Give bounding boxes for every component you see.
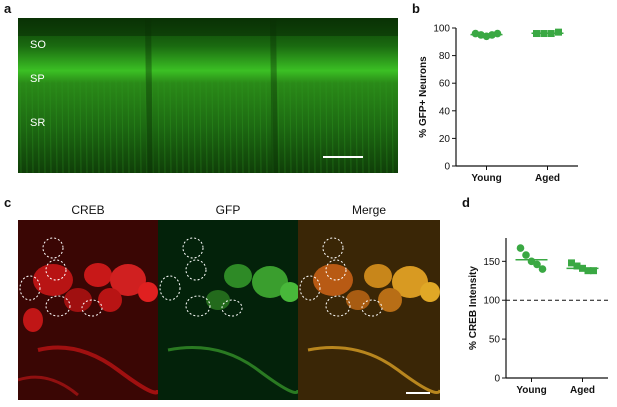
chart-d-y-tick-label: 50 xyxy=(489,335,501,346)
chart-d-point-aged xyxy=(568,259,575,267)
chart-b-point-young xyxy=(493,29,502,38)
chart-d-point-young xyxy=(516,244,525,252)
chart-creb-intensity: 0 50 100 150 Young Aged % CREB Intensity xyxy=(468,238,608,396)
chart-b-y-axis-label: % GFP+ Neurons xyxy=(418,56,429,138)
chart-d-y-tick-label: 100 xyxy=(483,296,500,307)
gfp-channel-image xyxy=(158,220,298,400)
chart-b-x-tick-label: Young xyxy=(471,173,501,184)
chart-b-y-tick-label: 100 xyxy=(433,24,450,35)
chart-d-x-tick-label: Young xyxy=(516,385,546,396)
chart-d-point-young xyxy=(522,251,530,259)
scale-bar-a xyxy=(323,156,363,158)
chart-b-y-tick-label: 60 xyxy=(439,79,451,90)
panel-d-letter: d xyxy=(462,195,470,210)
chart-d-y-axis-label: % CREB Intensity xyxy=(468,266,479,350)
gfp-cells xyxy=(158,220,298,400)
channel-label-merge: Merge xyxy=(351,203,386,217)
chart-gfp-neurons: 0 20 40 60 80 100 Young Aged % GFP+ Neurons xyxy=(418,24,578,184)
panel-c-letter: c xyxy=(4,195,12,210)
chart-b-y-tick-label: 80 xyxy=(439,51,451,62)
layer-label-sr: SR xyxy=(30,117,46,129)
chart-d-y-tick-label: 0 xyxy=(494,374,500,385)
chart-d-point-young xyxy=(533,260,541,269)
creb-cells xyxy=(18,220,158,400)
channel-label-creb: CREB xyxy=(71,203,105,217)
chart-b-point-aged xyxy=(555,28,562,36)
panel-a-letter: a xyxy=(4,1,12,16)
chart-b-y-tick-label: 0 xyxy=(444,162,450,173)
chart-b-x-tick-label: Aged xyxy=(535,173,560,184)
panel-b-letter: b xyxy=(412,1,420,16)
layer-label-sp: SP xyxy=(30,73,45,85)
merge-channel-image xyxy=(298,220,440,400)
hippocampus-micrograph: SO SP SR xyxy=(18,18,398,173)
scale-bar-c xyxy=(406,392,430,394)
chart-d-point-young xyxy=(538,265,547,273)
chart-b-y-tick-label: 20 xyxy=(439,134,451,145)
chart-b-y-tick-label: 40 xyxy=(439,106,451,117)
chart-d-point-aged xyxy=(573,262,581,270)
chart-d-x-tick-label: Aged xyxy=(570,385,595,396)
merge-cells xyxy=(298,220,440,400)
layer-label-so: SO xyxy=(30,39,46,51)
chart-d-point-aged xyxy=(584,267,592,275)
hippocampus-image xyxy=(18,18,398,173)
creb-channel-image xyxy=(18,220,158,400)
chart-d-y-tick-label: 150 xyxy=(483,257,500,268)
chart-d-point-aged xyxy=(590,267,597,275)
channel-label-gfp: GFP xyxy=(215,203,241,217)
